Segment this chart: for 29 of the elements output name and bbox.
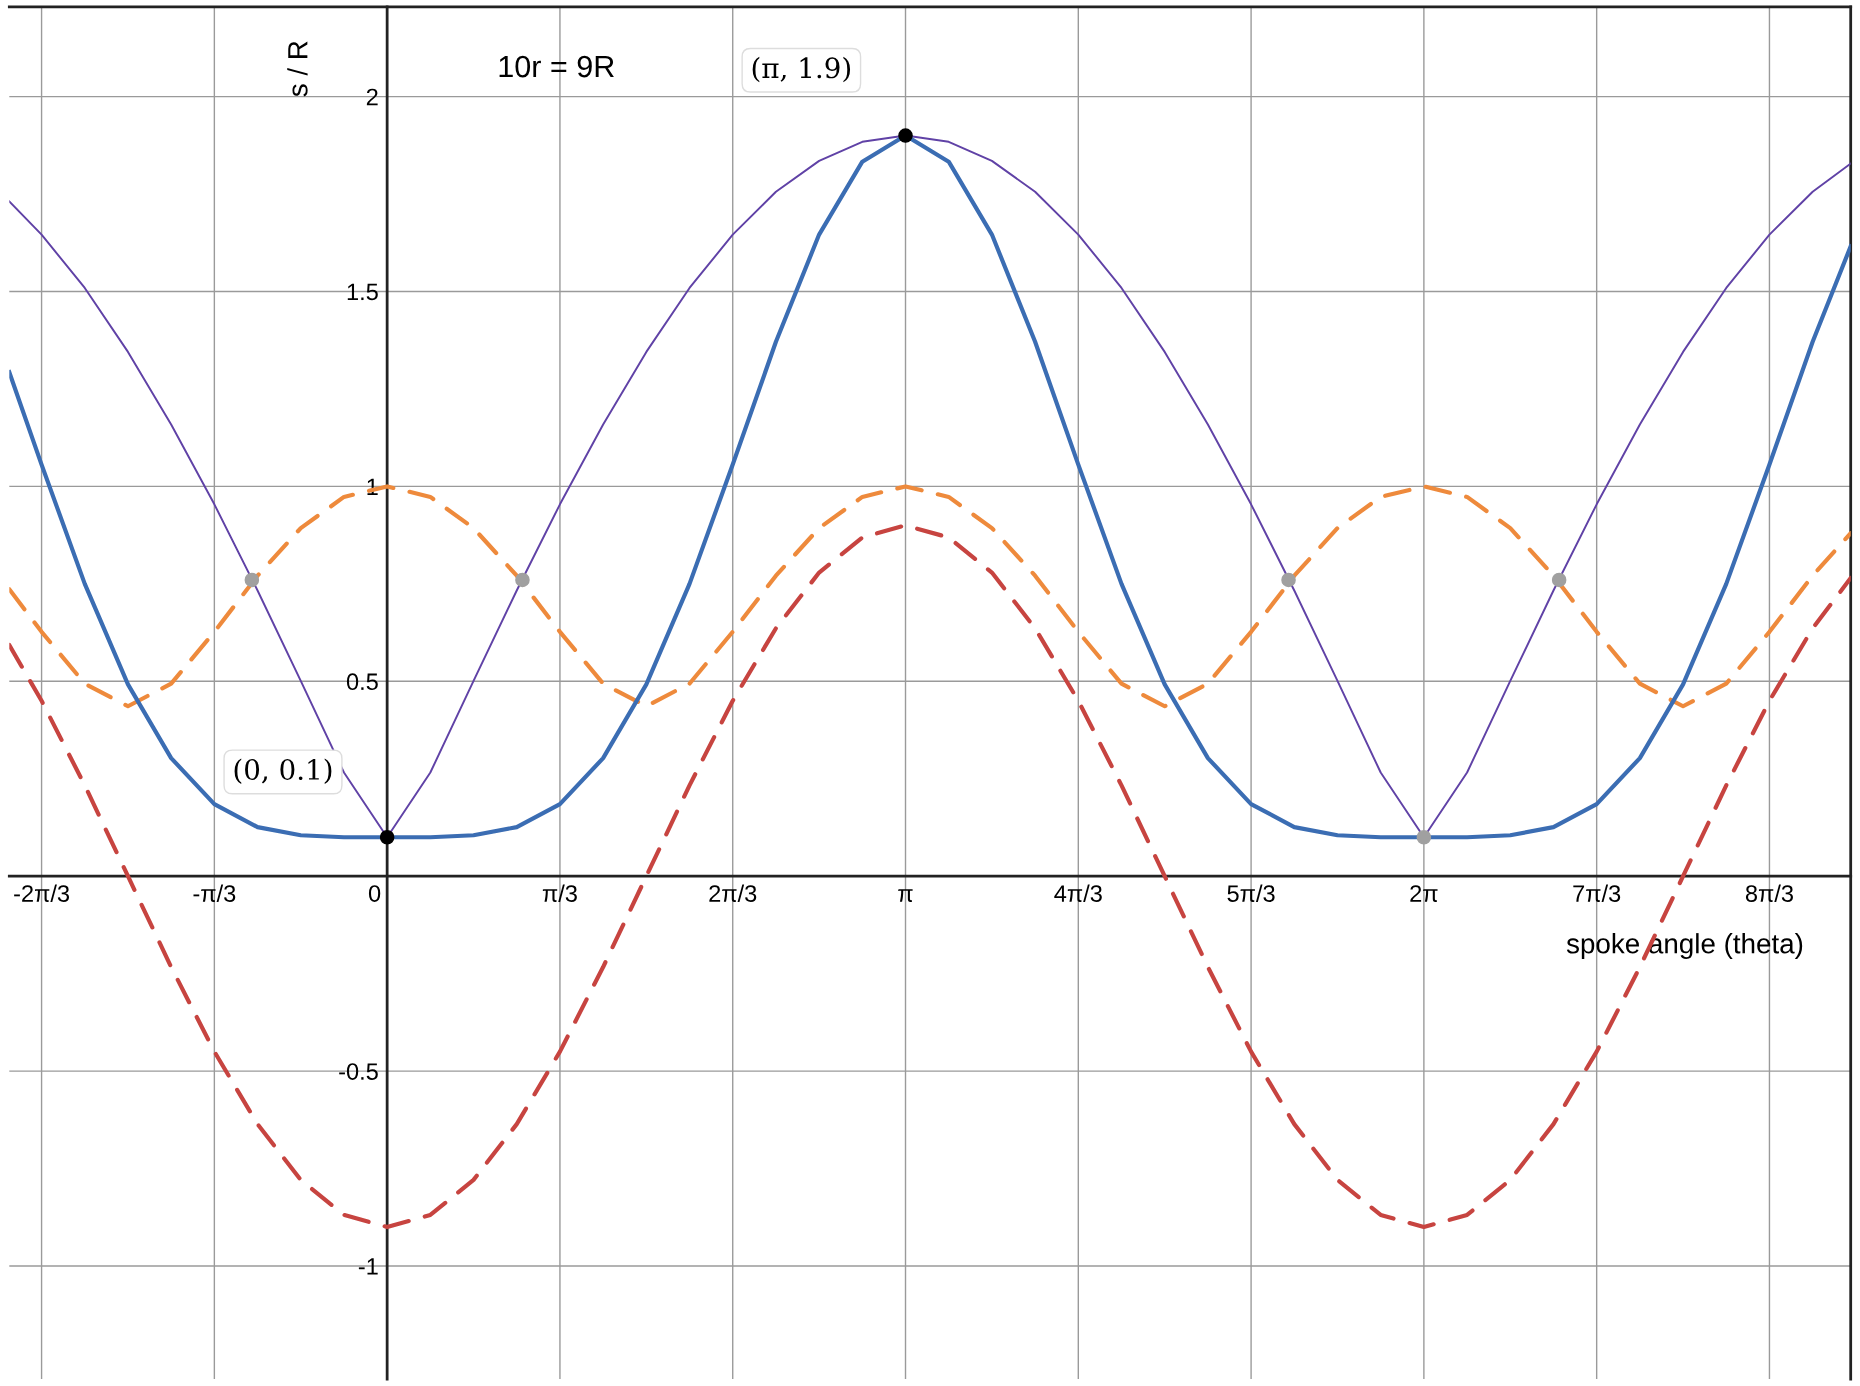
x-tick-label: 2π/3 (709, 884, 757, 902)
x-tick-label: 0 (368, 885, 381, 902)
x-axis-title: spoke angle (theta) (1566, 933, 1803, 960)
x-tick-label: 7π/3 (1573, 884, 1621, 902)
x-tick-label: 4π/3 (1054, 884, 1102, 902)
point (379, 829, 395, 845)
point (1281, 572, 1296, 588)
annotation: (π, 1.9) (752, 56, 851, 83)
y-tick-label: 2 (366, 88, 378, 106)
point (898, 128, 913, 143)
y-tick-label: -0.5 (339, 1063, 378, 1080)
x-tick-label: 2π (1410, 885, 1438, 902)
y-tick-label: 1.5 (347, 283, 378, 301)
line-series (9, 523, 1851, 1230)
x-tick-label: 8π/3 (1745, 884, 1793, 902)
x-tick-label: -π/3 (193, 884, 236, 902)
y-tick-label: 0.5 (346, 673, 378, 691)
x-tick-label: π (898, 889, 913, 902)
point (1416, 829, 1432, 845)
annotation: 10r = 9R (499, 55, 614, 78)
point (515, 572, 530, 588)
y-tick-label: -1 (358, 1258, 378, 1275)
point (244, 572, 260, 588)
x-tick-label: -2π/3 (14, 884, 70, 902)
annotation: (0, 0.1) (234, 758, 332, 784)
x-tick-label: 5π/3 (1227, 884, 1275, 902)
x-tick-label: π/3 (542, 884, 577, 902)
point (1551, 572, 1567, 588)
y-axis-title: s / R (287, 41, 308, 97)
